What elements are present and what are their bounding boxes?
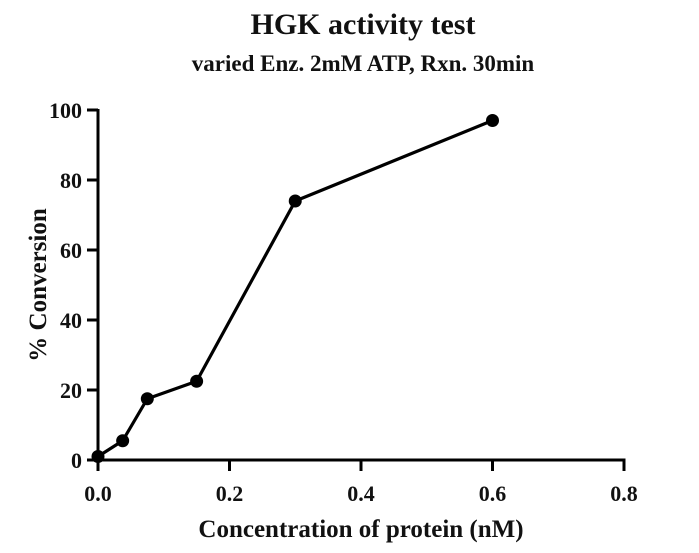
y-axis-label: % Conversion	[25, 208, 52, 362]
y-tick-label-20: 20	[60, 378, 82, 403]
data-point-2	[140, 392, 154, 406]
y-tick-label-0: 0	[71, 448, 82, 473]
data-point-3	[190, 374, 204, 388]
x-tick-label-0.0: 0.0	[84, 481, 112, 506]
data-point-1	[116, 434, 130, 448]
x-tick-label-0.2: 0.2	[216, 481, 244, 506]
x-tick-label-0.6: 0.6	[479, 481, 507, 506]
chart-title: HGK activity test	[251, 8, 476, 41]
chart-subtitle: varied Enz. 2mM ATP, Rxn. 30min	[192, 51, 535, 76]
x-axis-label: Concentration of protein (nM)	[198, 516, 523, 543]
series-line-0	[97, 119, 494, 458]
data-point-0	[91, 450, 105, 463]
x-tick-label-0.4: 0.4	[347, 481, 375, 506]
y-tick-label-60: 60	[60, 238, 82, 263]
y-tick-label-80: 80	[60, 168, 82, 193]
data-point-4	[288, 194, 302, 208]
x-axis: 0.0 0.2 0.4 0.6 0.8	[84, 458, 638, 506]
y-tick-label-100: 100	[49, 98, 82, 123]
y-axis: 0 20 40 60 80 100	[49, 98, 100, 473]
data-point-5	[486, 114, 499, 127]
y-tick-label-40: 40	[60, 308, 82, 333]
series-layer	[91, 114, 499, 463]
x-tick-label-0.8: 0.8	[610, 481, 638, 506]
